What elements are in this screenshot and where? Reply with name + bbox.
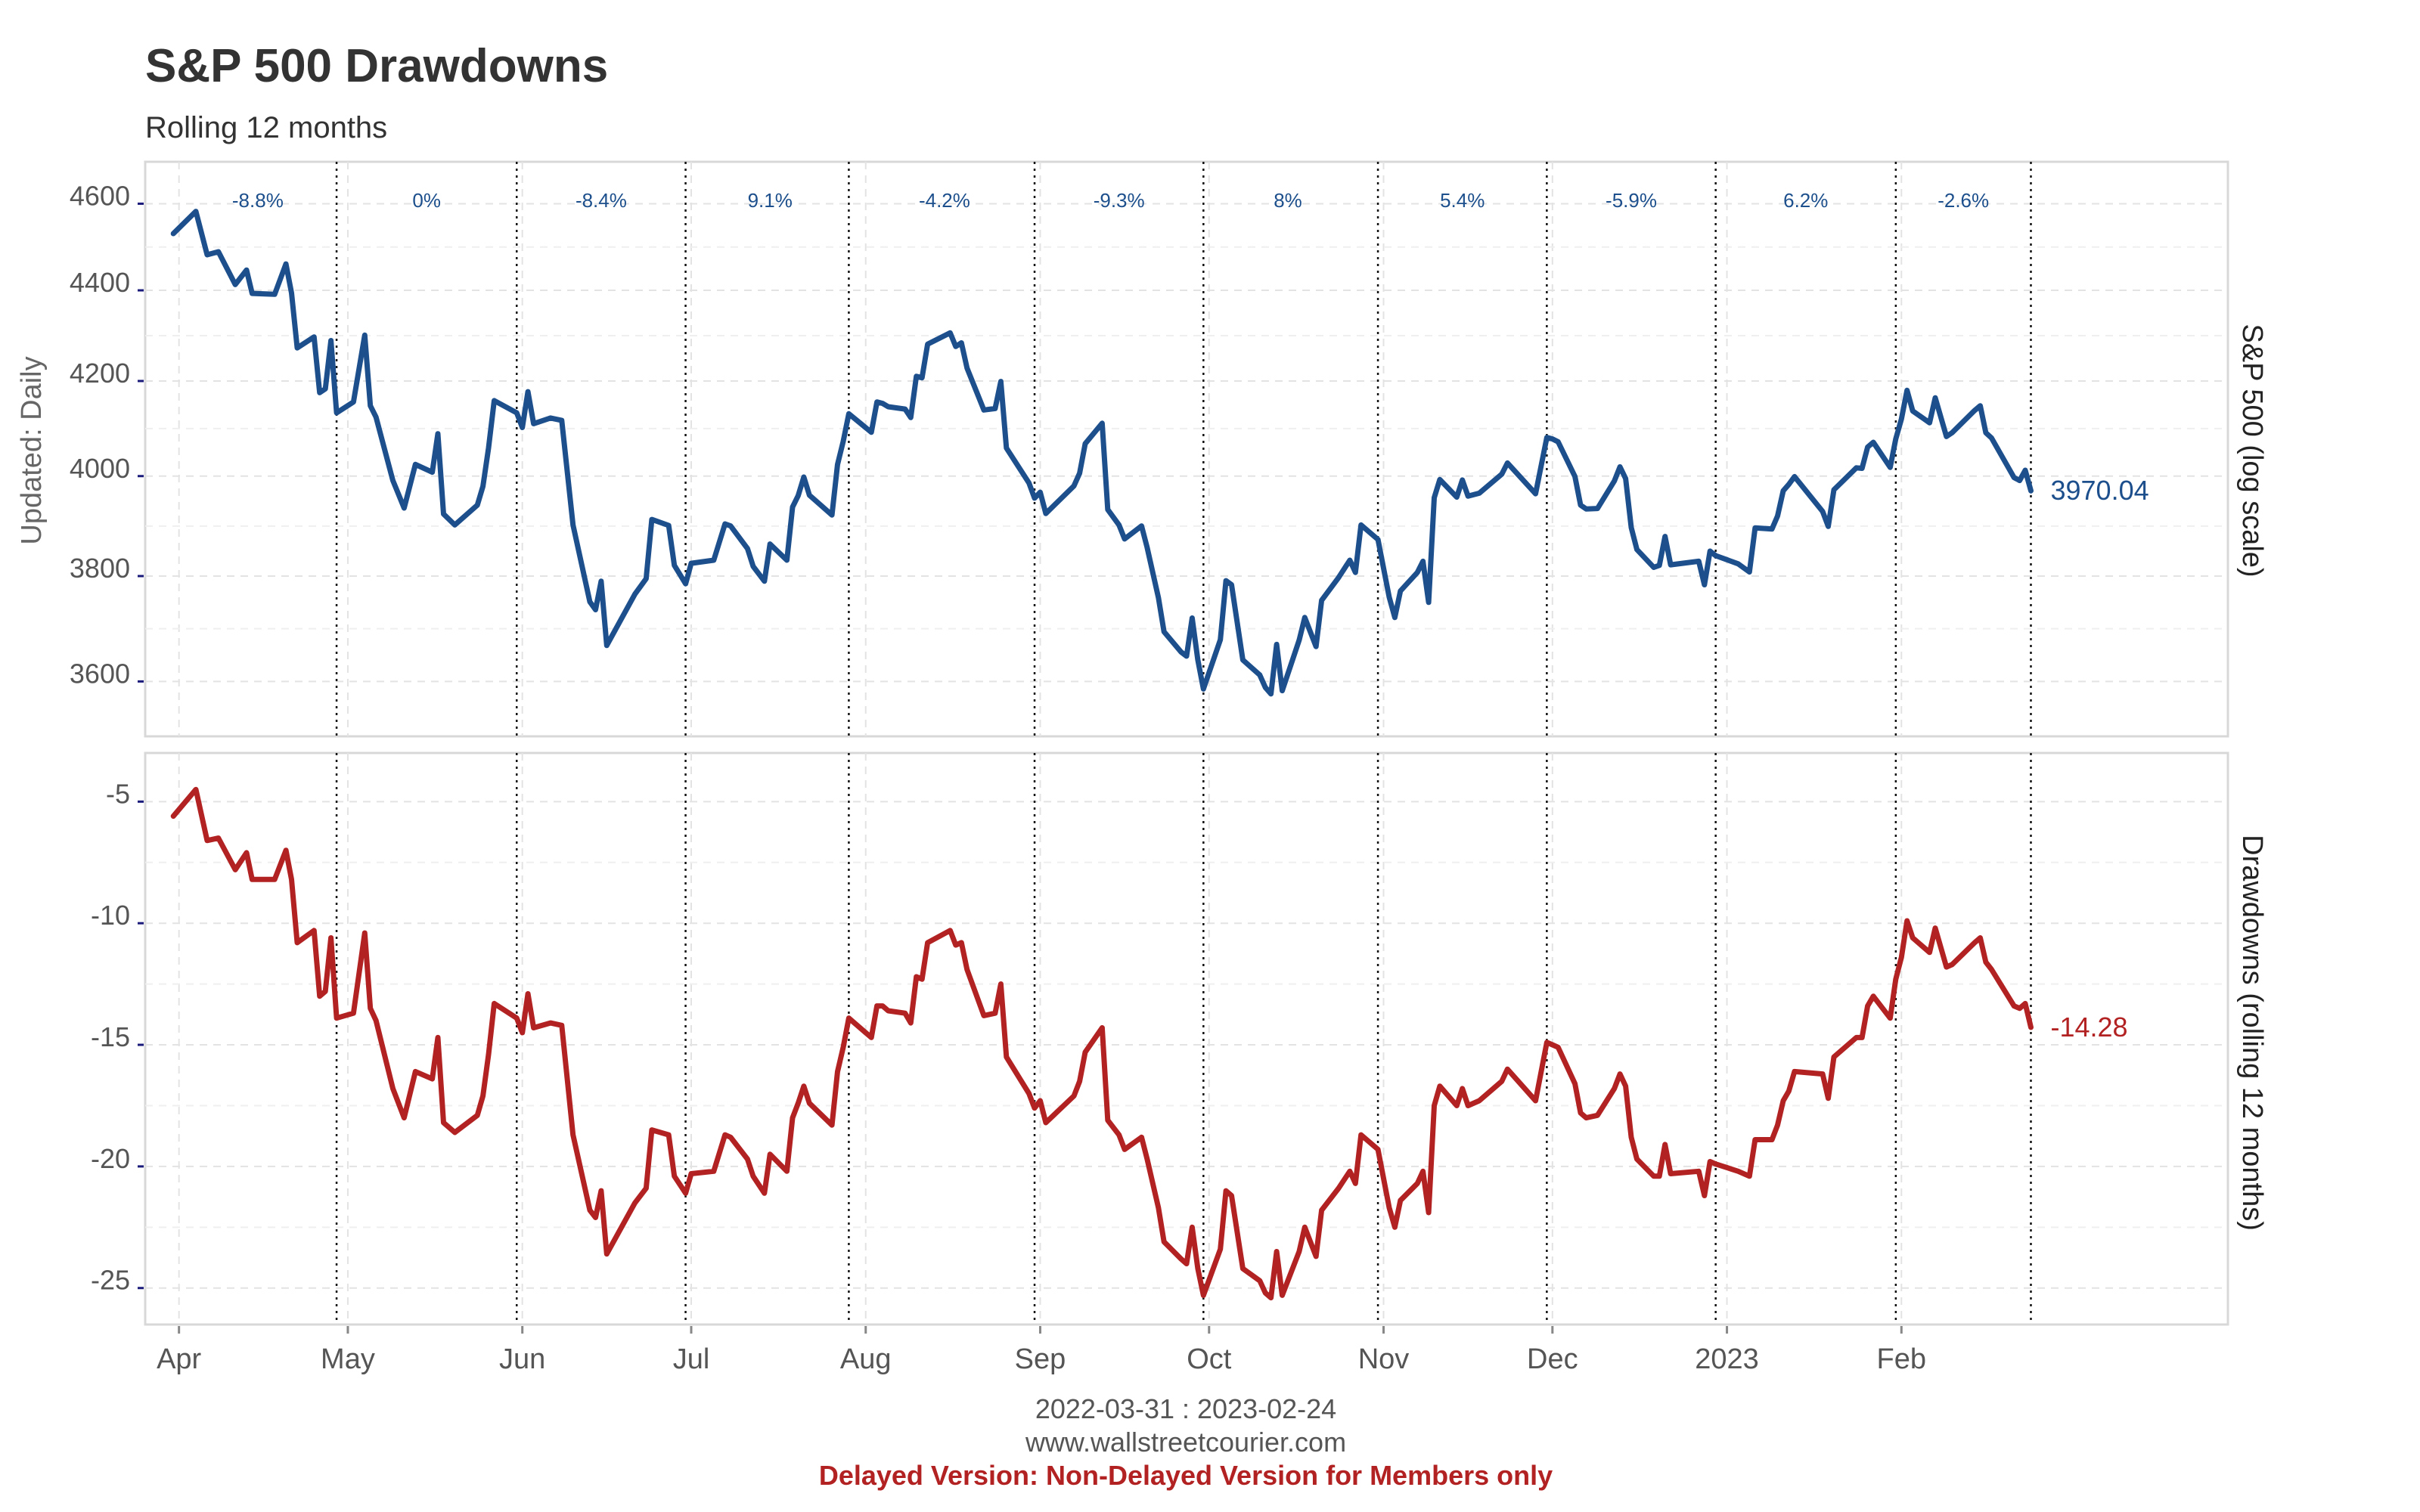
monthly-return-label: -9.3% <box>1094 189 1145 212</box>
x-tick-label: Nov <box>1358 1343 1410 1375</box>
x-tick-label: 2023 <box>1695 1343 1759 1375</box>
monthly-return-label: -4.2% <box>919 189 970 212</box>
y-tick-label: 3600 <box>70 658 130 689</box>
monthly-return-label: -5.9% <box>1606 189 1657 212</box>
x-axis: Apr May Jun Jul Aug Sep Oct Nov Dec 2023 Feb <box>157 1326 1926 1375</box>
chart-title: S&P 500 Drawdowns <box>145 40 608 92</box>
monthly-return-label: 9.1% <box>748 189 793 212</box>
sp500-panel: 3600 3800 4000 4200 4400 4600 -8.8% 0% -8.4% 9.1%… <box>70 160 2229 738</box>
x-tick-label: Jun <box>499 1343 545 1375</box>
y-tick-label: -15 <box>91 1021 130 1052</box>
x-tick-label: May <box>321 1343 375 1375</box>
y-tick-label: 4600 <box>70 180 130 211</box>
x-tick-label: Jul <box>673 1343 710 1375</box>
footer-delayed-notice: Delayed Version: Non-Delayed Version for… <box>819 1460 1553 1491</box>
y-tick-label: 3800 <box>70 553 130 584</box>
y-tick-label: -20 <box>91 1143 130 1174</box>
x-tick-label: Feb <box>1877 1343 1926 1375</box>
monthly-return-label: 6.2% <box>1783 189 1828 212</box>
x-tick-label: Oct <box>1187 1343 1232 1375</box>
drawdown-series-line <box>170 786 2034 1301</box>
monthly-return-label: -8.4% <box>576 189 627 212</box>
monthly-return-label: 5.4% <box>1440 189 1485 212</box>
monthly-return-label: -2.6% <box>1938 189 1989 212</box>
x-tick-label: Aug <box>840 1343 892 1375</box>
drawdown-last-value: -14.28 <box>2050 1012 2127 1043</box>
drawdown-axis-label: Drawdowns (rolling 12 months) <box>2236 835 2268 1231</box>
monthly-return-label: -8.8% <box>232 189 284 212</box>
monthly-return-label: 8% <box>1274 189 1302 212</box>
y-tick-label: -10 <box>91 900 130 931</box>
y-tick-label: 4000 <box>70 453 130 484</box>
drawdown-panel: -5 -10 -15 -20 -25 -14.28 <box>91 751 2229 1326</box>
y-tick-label: -5 <box>106 778 130 809</box>
chart-subtitle: Rolling 12 months <box>145 111 387 144</box>
y-tick-label: -25 <box>91 1265 130 1296</box>
y-tick-label: 4400 <box>70 267 130 298</box>
panel-background <box>144 751 2229 1326</box>
date-range-label: 2022-03-31 : 2023-02-24 <box>1035 1393 1336 1424</box>
x-tick-label: Dec <box>1527 1343 1578 1375</box>
monthly-return-label: 0% <box>412 189 441 212</box>
footer-website: www.wallstreetcourier.com <box>1025 1427 1346 1458</box>
x-tick-label: Apr <box>157 1343 201 1375</box>
x-tick-label: Sep <box>1015 1343 1066 1375</box>
update-frequency-label: Updated: Daily <box>16 356 48 544</box>
sp500-axis-label: S&P 500 (log scale) <box>2236 324 2268 577</box>
y-tick-label: 4200 <box>70 358 130 389</box>
sp500-series-line <box>170 209 2034 697</box>
sp500-last-value: 3970.04 <box>2050 475 2149 506</box>
